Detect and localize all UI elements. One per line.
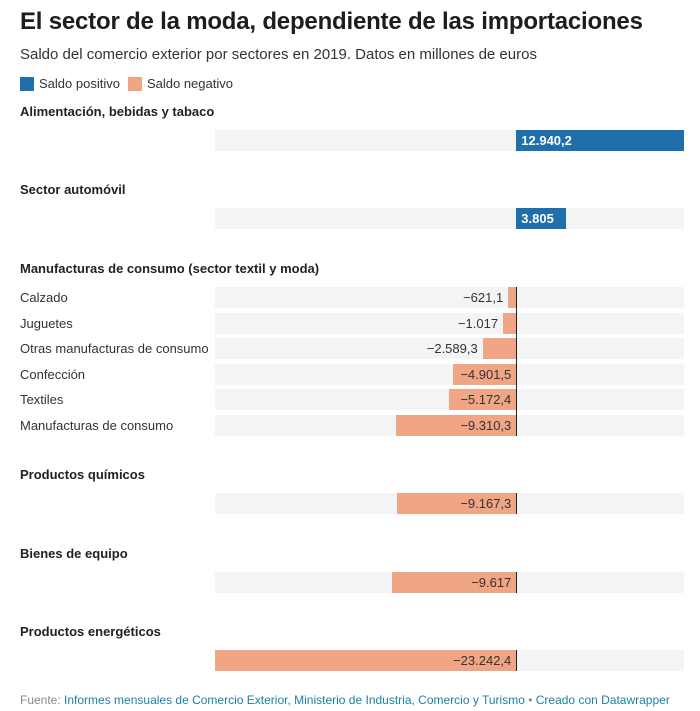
zero-line (516, 572, 518, 593)
source-prefix: Fuente: (20, 693, 65, 707)
legend-swatch-positive (20, 76, 34, 91)
row-label: Confección (20, 366, 86, 382)
legend-swatch-negative (127, 76, 142, 91)
row-label: Juguetes (20, 315, 73, 331)
bar-negative (482, 338, 517, 359)
legend-label-negative: Saldo negativo (146, 76, 233, 91)
value-label: 12.940,2 (521, 133, 572, 148)
bar-negative (503, 312, 517, 334)
legend-item-negative: Saldo negativo (127, 76, 233, 91)
zero-line (516, 493, 518, 514)
group-title: Alimentación, bebidas y tabaco (20, 104, 215, 119)
row-label: Calzado (20, 290, 68, 305)
bar-negative (391, 572, 517, 593)
footer-separator: • (524, 693, 536, 707)
bar-track (215, 312, 684, 334)
value-label: −23.242,4 (453, 653, 512, 668)
bar-negative (215, 650, 517, 671)
bar-track (215, 208, 684, 229)
source-link[interactable]: Informes mensuales de Comercio Exterior,… (64, 693, 525, 707)
row-label: Manufacturas de consumo (20, 417, 174, 433)
datawrapper-link[interactable]: Creado con Datawrapper (535, 693, 670, 707)
legend-item-positive: Saldo positivo (20, 76, 120, 91)
legend: Saldo positivo Saldo negativo (20, 76, 241, 91)
group-title: Productos químicos (20, 467, 145, 482)
value-label: −9.617 (471, 575, 512, 590)
group-title: Productos energéticos (20, 624, 161, 639)
value-label: −5.172,4 (460, 392, 512, 407)
zero-line (516, 650, 518, 671)
bar-negative (508, 287, 517, 308)
bar-negative (452, 363, 517, 385)
row-label: Textiles (20, 392, 64, 407)
bar-track (215, 338, 684, 359)
value-label: 3.805 (521, 211, 554, 226)
value-label: −9.310,3 (460, 417, 512, 433)
bar-negative (397, 493, 517, 514)
group-title: Sector automóvil (20, 182, 126, 197)
value-label: −4.901,5 (460, 366, 512, 382)
chart-title: El sector de la moda, dependiente de las… (20, 8, 643, 35)
group-title: Manufacturas de consumo (sector textil y… (20, 261, 320, 276)
bar-track (215, 287, 684, 308)
value-label: −621,1 (463, 290, 504, 305)
legend-label-positive: Saldo positivo (39, 76, 120, 91)
bar-negative (449, 389, 517, 410)
value-label: −1.017 (457, 315, 499, 331)
row-label: Otras manufacturas de consumo (20, 341, 209, 356)
bar-track (215, 363, 684, 385)
bar-positive (516, 208, 566, 229)
footer: Fuente: Informes mensuales de Comercio E… (20, 693, 670, 707)
value-label: −2.589,3 (426, 341, 478, 356)
bar-negative (395, 414, 517, 436)
group-title: Bienes de equipo (20, 546, 128, 561)
bar-positive (516, 130, 684, 151)
value-label: −9.167,3 (460, 496, 512, 511)
chart-subtitle: Saldo del comercio exterior por sectores… (20, 46, 537, 63)
zero-axis (516, 287, 518, 436)
